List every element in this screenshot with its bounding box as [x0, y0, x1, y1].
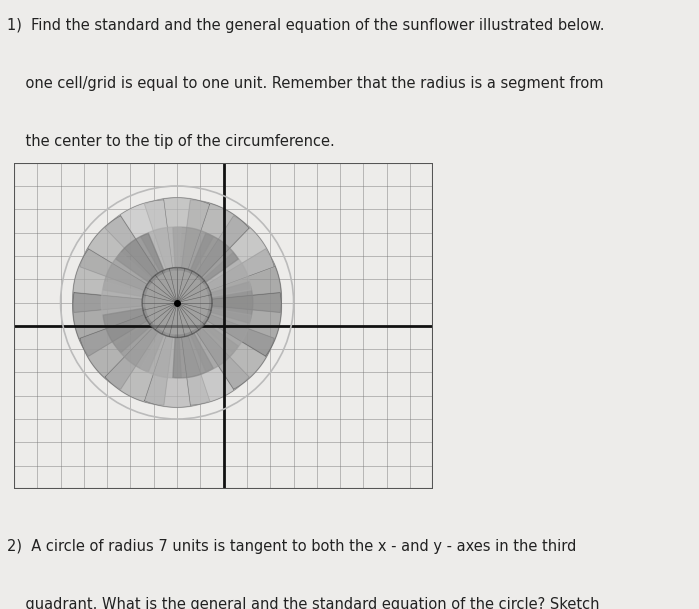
Polygon shape — [80, 315, 158, 389]
Polygon shape — [196, 216, 274, 290]
Polygon shape — [201, 308, 251, 353]
Polygon shape — [201, 253, 251, 297]
Text: one cell/grid is equal to one unit. Remember that the radius is a segment from: one cell/grid is equal to one unit. Reme… — [7, 76, 603, 91]
Polygon shape — [73, 293, 147, 356]
Text: the center to the tip of the circumference.: the center to the tip of the circumferen… — [7, 134, 335, 149]
Polygon shape — [207, 293, 282, 356]
Polygon shape — [80, 216, 158, 290]
Polygon shape — [145, 336, 210, 407]
Polygon shape — [196, 315, 274, 389]
Text: 2)  A circle of radius 7 units is tangent to both the x - and y - axes in the th: 2) A circle of radius 7 units is tangent… — [7, 539, 577, 554]
Polygon shape — [173, 227, 213, 274]
Polygon shape — [182, 200, 249, 277]
Polygon shape — [116, 322, 164, 371]
Polygon shape — [103, 308, 153, 353]
Polygon shape — [101, 282, 145, 323]
Polygon shape — [173, 331, 213, 378]
Polygon shape — [207, 249, 282, 312]
Polygon shape — [145, 198, 210, 269]
Text: quadrant. What is the general and the standard equation of the circle? Sketch: quadrant. What is the general and the st… — [7, 597, 600, 609]
Polygon shape — [208, 282, 253, 323]
Polygon shape — [103, 253, 153, 297]
Polygon shape — [105, 328, 173, 405]
Polygon shape — [73, 249, 147, 312]
Polygon shape — [189, 322, 238, 371]
Polygon shape — [140, 331, 181, 378]
Polygon shape — [189, 233, 238, 284]
Text: 1)  Find the standard and the general equation of the sunflower illustrated belo: 1) Find the standard and the general equ… — [7, 18, 605, 33]
Polygon shape — [182, 328, 249, 405]
Polygon shape — [116, 233, 164, 284]
Circle shape — [142, 267, 212, 337]
Polygon shape — [140, 227, 181, 274]
Polygon shape — [105, 200, 173, 277]
